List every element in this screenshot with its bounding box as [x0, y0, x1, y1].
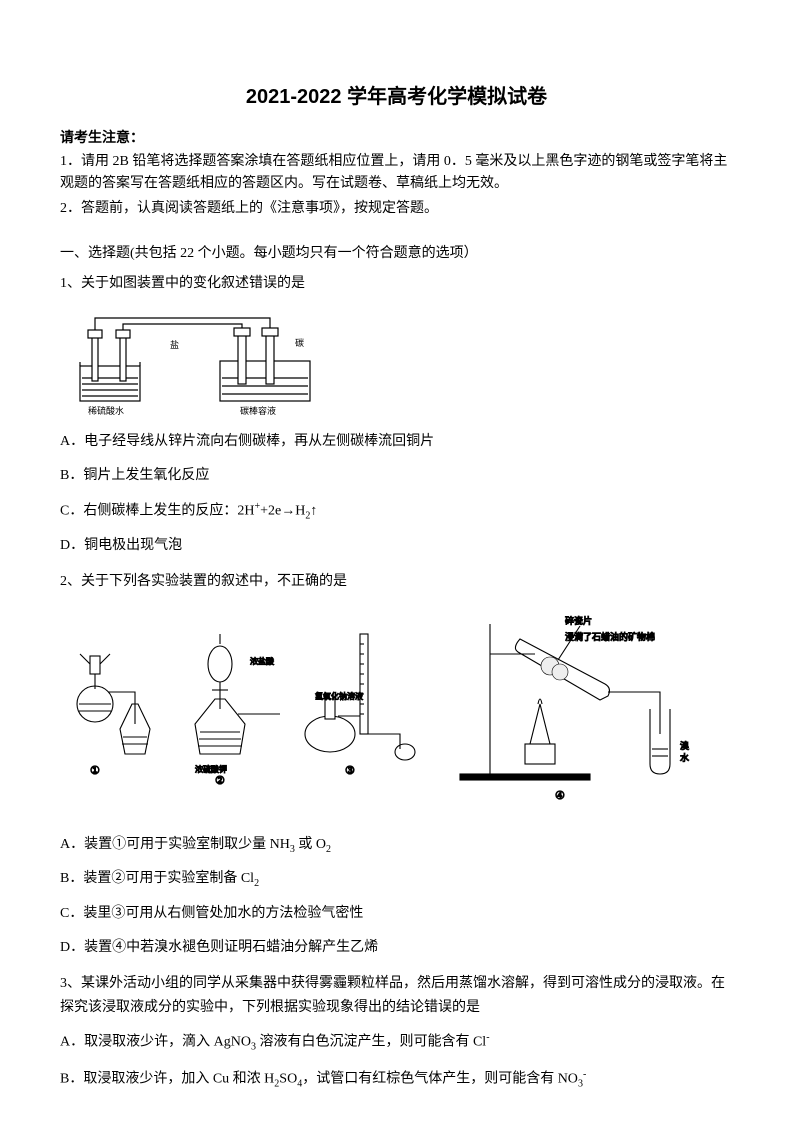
svg-text:浸满了石蜡油的矿物棉: 浸满了石蜡油的矿物棉	[565, 631, 655, 642]
section-1-heading: 一、选择题(共包括 22 个小题。每小题均只有一个符合题意的选项）	[60, 242, 733, 262]
q1c-post: ↑	[310, 503, 317, 518]
exam-title: 2021-2022 学年高考化学模拟试卷	[60, 80, 733, 109]
q2-option-b: B．装置②可用于实验室制备 Cl2	[60, 867, 733, 892]
q3-option-b: B．取浸取液少许，加入 Cu 和浓 H2SO4，试管口有红棕色气体产生，则可能含…	[60, 1066, 733, 1092]
svg-text:盐: 盐	[170, 339, 179, 350]
q3-option-a: A．取浸取液少许，滴入 AgNO3 溶液有白色沉淀产生，则可能含有 Cl-	[60, 1029, 733, 1055]
svg-text:①: ①	[90, 765, 100, 777]
q1c-pre: C．右侧碳棒上发生的反应：2H	[60, 503, 254, 518]
svg-text:水: 水	[680, 752, 689, 763]
svg-text:稀硫酸水: 稀硫酸水	[88, 405, 124, 416]
q1-option-b: B．铜片上发生氧化反应	[60, 464, 733, 488]
svg-text:浓盐酸: 浓盐酸	[250, 656, 274, 666]
q2-diagram: ① 浓盐酸 浓硫酸钾 ② 氢氧化钠溶液 ③	[60, 604, 733, 819]
svg-text:溴: 溴	[680, 740, 689, 751]
q3a-pre: A．取浸取液少许，滴入 AgNO	[60, 1035, 251, 1050]
svg-text:②: ②	[215, 775, 225, 787]
svg-text:③: ③	[345, 765, 355, 777]
q3b-mid2: ，试管口有红棕色气体产生，则可能含有 NO	[302, 1072, 578, 1087]
notice-heading: 请考生注意：	[60, 127, 733, 147]
q1-option-c: C．右侧碳棒上发生的反应：2H++2e→H2↑	[60, 498, 733, 524]
svg-text:碎瓷片: 碎瓷片	[565, 615, 592, 626]
q1-diagram: 盐 碳 稀硫酸水 碳棒容液	[60, 306, 733, 416]
q1-stem: 1、关于如图装置中的变化叙述错误的是	[60, 272, 733, 296]
q2a-mid: 或 O	[295, 837, 326, 852]
q3a-mid: 溶液有白色沉淀产生，则可能含有 Cl	[256, 1035, 486, 1050]
q2-option-c: C．装里③可用从右侧管处加水的方法检验气密性	[60, 902, 733, 926]
q2-stem: 2、关于下列各实验装置的叙述中，不正确的是	[60, 570, 733, 594]
q2b-pre: B．装置②可用于实验室制备 Cl	[60, 871, 254, 886]
q3b-mid1: SO	[279, 1072, 297, 1087]
q3-stem: 3、某课外活动小组的同学从采集器中获得雾霾颗粒样品，然后用蒸馏水溶解，得到可溶性…	[60, 972, 733, 1020]
q2-option-a: A．装置①可用于实验室制取少量 NH3 或 O2	[60, 833, 733, 858]
svg-text:碳棒容液: 碳棒容液	[240, 405, 276, 416]
q3b-pre: B．取浸取液少许，加入 Cu 和浓 H	[60, 1072, 274, 1087]
notice-line-2: 2．答题前，认真阅读答题纸上的《注意事项》，按规定答题。	[60, 198, 733, 220]
svg-text:④: ④	[555, 790, 565, 802]
svg-text:浓硫酸钾: 浓硫酸钾	[195, 764, 227, 774]
q2a-pre: A．装置①可用于实验室制取少量 NH	[60, 837, 290, 852]
q1-option-d: D．铜电极出现气泡	[60, 534, 733, 558]
notice-line-1: 1．请用 2B 铅笔将选择题答案涂填在答题纸相应位置上，请用 0．5 毫米及以上…	[60, 151, 733, 196]
q1c-mid: +2e→H	[260, 503, 305, 518]
svg-text:碳: 碳	[295, 337, 304, 348]
svg-text:氢氧化钠溶液: 氢氧化钠溶液	[315, 691, 363, 701]
q2-option-d: D．装置④中若溴水褪色则证明石蜡油分解产生乙烯	[60, 936, 733, 960]
q1-option-a: A．电子经导线从锌片流向右侧碳棒，再从左侧碳棒流回铜片	[60, 430, 733, 454]
